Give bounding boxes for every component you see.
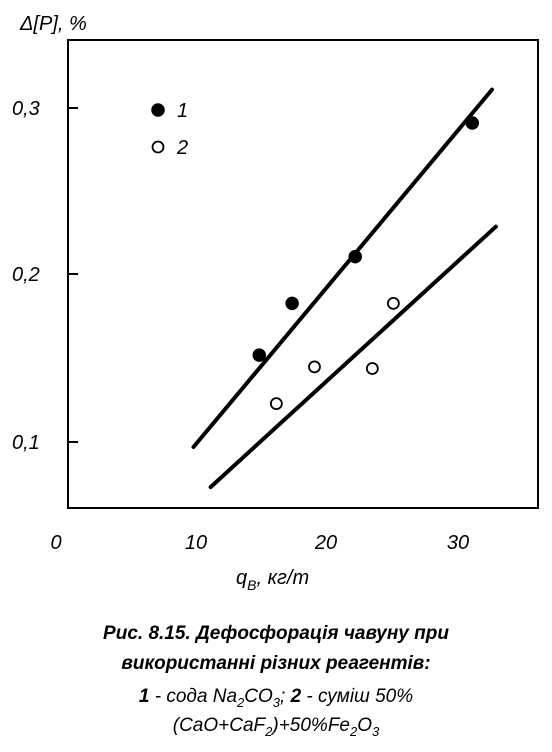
- legend-marker-filled: [151, 103, 165, 117]
- caption-line-4: (CaO+CaF2)+50%Fe2O3: [0, 712, 552, 746]
- data-point-series-2: [386, 296, 400, 310]
- caption-subscript: 3: [272, 694, 280, 710]
- x-tick-label: 10: [185, 532, 207, 554]
- x-axis-label: qВ, кг/т: [236, 567, 309, 593]
- caption-text: (CaO+CaF: [172, 715, 266, 736]
- data-point-series-1: [465, 116, 480, 130]
- legend-marker-open: [151, 140, 165, 154]
- caption-subscript: 2: [237, 694, 245, 710]
- caption-number-2: 2: [290, 686, 302, 707]
- trend-line-1: [191, 87, 495, 450]
- caption-text: CO: [244, 686, 273, 707]
- y-tick-label: 0,1: [12, 432, 40, 454]
- data-point-series-1: [348, 249, 362, 264]
- x-tick-label: 0: [50, 532, 61, 554]
- caption-title: Рис. 8.15. Дефосфорація чавуну при: [103, 623, 449, 644]
- data-point-series-1: [285, 296, 299, 311]
- caption-subscript: 3: [372, 723, 380, 739]
- legend-label-1: 1: [177, 100, 188, 122]
- caption-subscript: 2: [265, 723, 273, 739]
- caption-subtitle: використанні різних реагентів:: [121, 653, 431, 674]
- caption-line-3: 1 - сода Na2CO3; 2 - суміш 50%: [0, 683, 552, 717]
- caption-line-1: Рис. 8.15. Дефосфорація чавуну при: [0, 620, 552, 648]
- data-point-series-2: [308, 360, 321, 374]
- x-tick-label: 30: [447, 532, 469, 554]
- caption-text: - суміш 50%: [301, 686, 414, 707]
- plot-frame: [67, 39, 539, 509]
- x-tick-label: 20: [314, 532, 337, 554]
- caption-line-2: використанні різних реагентів:: [0, 650, 552, 678]
- y-tick-label: 0,3: [12, 98, 40, 120]
- caption-number-1: 1: [138, 686, 150, 707]
- legend-label-2: 2: [176, 137, 188, 159]
- caption-text: O: [357, 715, 373, 736]
- caption-text: ;: [280, 686, 291, 707]
- y-axis-label: Δ[P], %: [19, 13, 87, 35]
- trend-line-2: [208, 224, 498, 490]
- chart-marks: [191, 87, 498, 490]
- caption-text: - сода Na: [149, 686, 238, 707]
- data-point-series-2: [365, 362, 379, 375]
- chart: Δ[P], % 0,3 0,2 0,1 0 10 20 30 qВ, кг/т …: [12, 13, 539, 593]
- data-point-series-2: [269, 397, 283, 410]
- caption-subscript: 2: [350, 723, 358, 739]
- caption-text: )+50%Fe: [272, 715, 350, 736]
- data-point-series-1: [252, 348, 266, 362]
- y-tick-label: 0,2: [12, 264, 40, 286]
